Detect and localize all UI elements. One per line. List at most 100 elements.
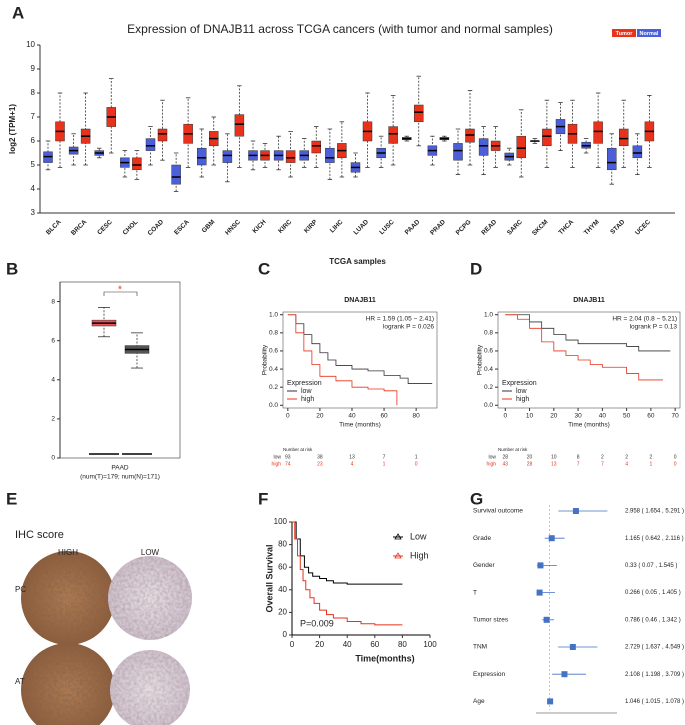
risk-row-label: low <box>488 454 496 460</box>
risk-count: 28 <box>502 454 508 460</box>
x-axis-label: TCGA samples <box>329 257 386 266</box>
y-tick-label: 0.2 <box>484 384 493 391</box>
ihc-texture <box>110 650 190 725</box>
x-tick-label: KIRP <box>303 218 319 234</box>
x-axis-label: Time(months) <box>355 653 414 663</box>
y-tick-label: 6 <box>31 136 36 145</box>
risk-count: 4 <box>625 461 628 467</box>
y-tick-label: 20 <box>278 608 287 617</box>
y-tick-label: 0.0 <box>484 402 493 409</box>
risk-count: 10 <box>551 454 557 460</box>
value-label: 2.108 ( 1.198 , 3.709 ) <box>625 672 684 678</box>
panel-letter: F <box>258 489 268 508</box>
x-tick-label: SKCM <box>531 219 549 237</box>
risk-count: 28 <box>527 461 533 467</box>
x-tick-label: BLCA <box>45 218 63 236</box>
risk-count: 0 <box>674 461 677 467</box>
risk-row-label: high <box>487 461 497 467</box>
risk-count: 23 <box>317 461 323 467</box>
risk-count: 1 <box>415 454 418 460</box>
panel-letter: E <box>6 489 17 508</box>
x-axis-label: Time (months) <box>568 422 610 429</box>
row-label: T <box>473 589 477 596</box>
x-tick-label: STAD <box>609 218 626 235</box>
hr-marker <box>537 562 544 569</box>
legend-label: high <box>301 396 314 403</box>
legend-marker <box>394 552 402 559</box>
risk-count: 7 <box>383 454 386 460</box>
y-tick-label: 6 <box>51 337 55 344</box>
box <box>325 147 335 163</box>
y-axis-label: Probability <box>262 344 269 375</box>
box <box>222 150 233 163</box>
box <box>157 128 168 142</box>
hr-marker <box>548 535 555 542</box>
box <box>593 121 603 144</box>
annotation: HR = 2.04 (0.8 − 5.21) <box>612 316 677 323</box>
box <box>132 157 142 171</box>
x-tick-label: 0 <box>290 640 295 649</box>
chart-title: Expression of DNAJB11 across TCGA cancer… <box>127 22 553 36</box>
y-tick-label: 0 <box>51 455 55 462</box>
plot-frame <box>59 281 181 459</box>
ihc-row: PC <box>15 585 26 594</box>
box <box>478 138 489 156</box>
plot-frame <box>282 311 438 409</box>
legend-label: High <box>410 550 429 560</box>
box <box>388 126 398 144</box>
y-tick-label: 0 <box>283 630 288 639</box>
risk-title: Number at risk <box>283 447 313 452</box>
survival-curve <box>292 521 403 585</box>
annotation: logrank P = 0.13 <box>630 324 678 331</box>
x-axis-label: Time (months) <box>339 422 381 429</box>
ihc-column: LOW <box>141 548 160 557</box>
hr-marker <box>572 508 579 514</box>
ihc-column: HIGH <box>58 548 78 557</box>
box <box>171 164 181 185</box>
risk-count: 0 <box>415 461 418 467</box>
x-tick-label: 20 <box>316 413 324 420</box>
hr-marker <box>543 616 550 623</box>
y-tick-label: 0.8 <box>269 330 278 337</box>
x-tick-label: 50 <box>623 413 631 420</box>
y-axis-label: Overall Survival <box>264 544 274 612</box>
annotation: logrank P = 0.026 <box>383 324 434 331</box>
x-tick-label: 40 <box>599 413 607 420</box>
x-tick-label: 80 <box>413 413 421 420</box>
x-tick-label: THCA <box>557 218 575 236</box>
y-tick-label: 0.4 <box>484 366 493 373</box>
x-axis-label: PAAD <box>111 465 129 472</box>
y-tick-label: 0.8 <box>484 330 493 337</box>
row-label: Survival outcome <box>473 508 523 515</box>
legend-label: Normal <box>640 31 659 37</box>
row-label: Expression <box>473 671 506 678</box>
panel-letter: C <box>258 259 270 278</box>
box <box>234 114 245 137</box>
risk-count: 7 <box>601 461 604 467</box>
value-label: 2.729 ( 1.637 , 4.549 ) <box>625 645 684 651</box>
row-label: Age <box>473 698 485 705</box>
value-label: 2.958 ( 1.654 , 5.291 ) <box>625 509 684 515</box>
ihc-row: AT <box>15 677 25 686</box>
ihc-texture <box>21 643 115 725</box>
risk-count: 38 <box>317 454 323 460</box>
value-label: 1.165 ( 0.642 , 2.116 ) <box>625 536 684 542</box>
x-tick-label: 20 <box>315 640 324 649</box>
risk-count: 2 <box>625 454 628 460</box>
x-tick-label: 100 <box>423 640 437 649</box>
box <box>619 128 629 147</box>
row-label: TNM <box>473 644 487 651</box>
y-tick-label: 8 <box>51 298 55 305</box>
x-tick-label: BRCA <box>70 218 88 236</box>
x-tick-label: 60 <box>647 413 655 420</box>
ihc-texture <box>21 551 115 645</box>
risk-count: 8 <box>577 454 580 460</box>
risk-count: 93 <box>285 454 291 460</box>
box <box>516 135 526 159</box>
value-label: 0.786 ( 0.46 , 1.342 ) <box>625 617 681 623</box>
x-tick-label: 30 <box>574 413 582 420</box>
x-tick-label: 10 <box>526 413 534 420</box>
y-tick-label: 100 <box>274 517 288 526</box>
box <box>632 145 643 159</box>
